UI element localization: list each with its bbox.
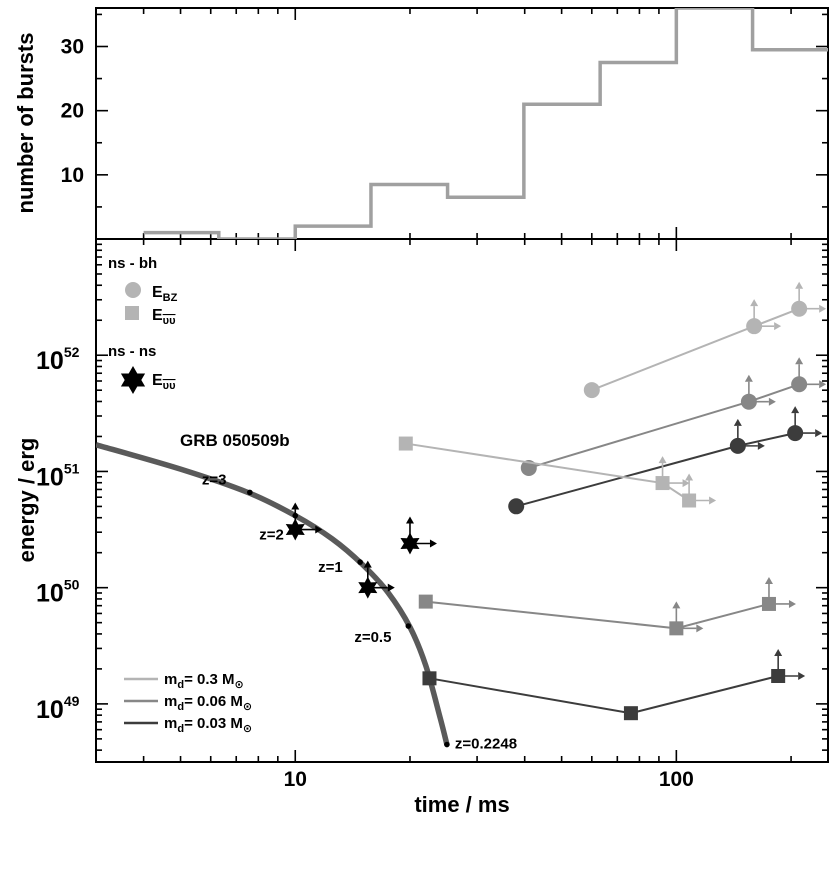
series-line [405, 442, 690, 502]
legend-ebz-label: EBZ [152, 284, 178, 304]
legend: ns - bh EBZ Eυυ ns - ns Eυυ md= 0.3 M⊙md… [108, 255, 252, 735]
legend-evv-label: Eυυ [152, 307, 175, 327]
x-tick-label: 10 [284, 768, 307, 791]
circle-marker [740, 393, 757, 410]
legend-ebz-circle [125, 282, 141, 298]
x-tick-label: 100 [659, 768, 694, 791]
lower-limit-arrow-head [429, 539, 437, 548]
y-tick-label: 10 [61, 164, 84, 187]
lower-limit-arrow-head [819, 304, 827, 313]
star-marker [358, 576, 378, 599]
square-marker [669, 621, 684, 636]
circle-marker [791, 376, 808, 393]
upper-limit-arrow-head [764, 576, 773, 584]
series-line [591, 307, 800, 392]
upper-limit-arrow-head [291, 502, 300, 510]
histogram-ylabel: number of bursts [13, 33, 38, 214]
square-marker [771, 668, 786, 683]
energy-ylabel: energy / erg [14, 438, 39, 563]
redshift-marker [444, 741, 450, 748]
square-marker [682, 493, 697, 508]
square-marker [418, 594, 433, 609]
redshift-marker [247, 489, 253, 496]
legend-star-label: Eυυ [152, 372, 175, 392]
lower-limit-arrow-head [757, 441, 765, 450]
lower-limit-arrow-head [709, 496, 717, 505]
lower-limit-arrow-head [819, 380, 827, 389]
redshift-marker [357, 559, 363, 565]
legend-md-lines: md= 0.3 M⊙md= 0.06 M⊙md= 0.03 M⊙ [124, 671, 252, 735]
redshift-label: z=3 [202, 471, 227, 488]
lower-limit-arrow-head [315, 525, 323, 534]
upper-limit-arrow-head [672, 601, 681, 609]
legend-nsns-title: ns - ns [108, 343, 156, 360]
upper-limit-arrow-head [405, 516, 414, 524]
circle-marker [583, 382, 600, 399]
upper-limit-arrow-head [774, 648, 783, 656]
redshift-marker [405, 623, 412, 629]
legend-md-label: md= 0.3 M⊙ [164, 671, 244, 691]
y-tick-label: 1050 [36, 577, 80, 608]
square-marker [655, 476, 670, 491]
lower-limit-arrow-head [815, 429, 823, 438]
redshift-label: z=1 [318, 559, 343, 576]
redshift-label: z=2 [259, 527, 284, 544]
legend-md-label: md= 0.06 M⊙ [164, 693, 252, 713]
star-marker [285, 518, 305, 541]
lower-limit-arrow-head [788, 599, 796, 608]
legend-star-icon [120, 366, 146, 394]
y-tick-label: 1049 [36, 693, 80, 724]
histogram-steps [143, 8, 828, 239]
legend-md-label: md= 0.03 M⊙ [164, 715, 252, 735]
lower-limit-arrow-head [774, 322, 782, 331]
circle-marker [508, 498, 525, 515]
upper-limit-arrow-head [791, 406, 800, 414]
time-xlabel: time / ms [414, 792, 509, 817]
y-tick-label: 1052 [36, 344, 80, 375]
square-marker [623, 706, 638, 721]
redshift-label: z=0.5 [354, 629, 391, 646]
y-tick-label: 20 [61, 100, 84, 123]
series-line [528, 383, 800, 469]
lower-limit-arrow-head [798, 671, 806, 680]
legend-nsbh-title: ns - bh [108, 255, 157, 272]
lower-limit-arrow-head [768, 397, 776, 406]
square-marker [398, 436, 413, 451]
upper-limit-arrow-head [744, 374, 753, 382]
circle-marker [729, 437, 746, 454]
upper-limit-arrow-head [658, 456, 667, 464]
grb-curve-group: z=3 z=2 z=1 z=0.5 z=0.2248 [96, 442, 517, 753]
histogram-frame [95, 7, 829, 240]
series-line [425, 600, 770, 630]
energy-plot-frame [95, 238, 829, 763]
redshift-label: z=0.2248 [455, 736, 517, 753]
circle-marker [746, 318, 763, 335]
y-tick-label: 30 [61, 36, 84, 59]
upper-limit-arrow-head [363, 560, 372, 568]
square-marker [422, 671, 437, 686]
grb-curve-label: GRB 050509b [180, 431, 290, 450]
lower-limit-arrow-head [682, 479, 690, 488]
upper-limit-arrow-head [733, 418, 742, 426]
y-tick-label: 1051 [36, 460, 80, 491]
axis-ticks: 10 100 10 20 30 1049 1050 1051 1052 [36, 8, 828, 791]
lower-limit-arrow-head [696, 624, 704, 633]
energy-series [285, 281, 827, 721]
grb-curve [96, 442, 450, 746]
lower-limit-arrow-head [387, 583, 395, 592]
histogram [143, 8, 828, 239]
upper-limit-arrow-head [795, 357, 804, 365]
upper-limit-arrow-head [685, 473, 694, 481]
square-marker [761, 596, 776, 611]
upper-limit-arrow-head [795, 281, 804, 289]
legend-evv-square [125, 306, 139, 320]
series-line [429, 675, 779, 715]
upper-limit-arrow-head [750, 299, 759, 307]
series-line [515, 432, 796, 508]
star-marker [400, 532, 420, 555]
circle-marker [787, 425, 804, 442]
circle-marker [791, 300, 808, 317]
